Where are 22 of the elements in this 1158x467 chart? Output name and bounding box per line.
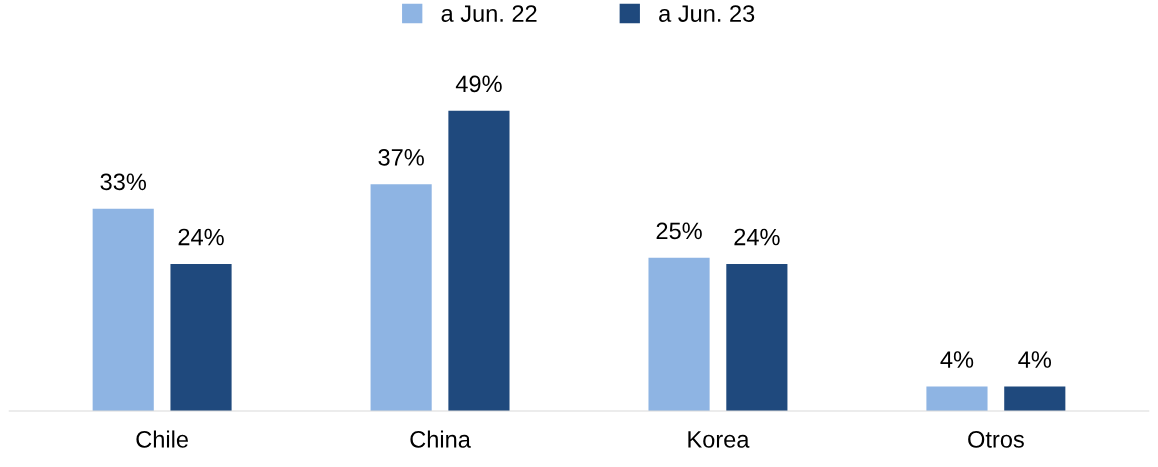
bar: [370, 184, 432, 411]
bar: [448, 110, 510, 411]
bar: [926, 386, 988, 411]
data-label: 24%: [178, 228, 224, 246]
bar: [726, 263, 788, 411]
x-tick-label: China: [410, 430, 471, 448]
x-tick-label: Chile: [136, 430, 188, 448]
bar: [92, 208, 154, 411]
data-label: 37%: [378, 148, 424, 166]
bar: [1004, 386, 1066, 411]
x-tick-label: Otros: [968, 431, 1024, 448]
bar: [170, 263, 232, 411]
data-label: 25%: [656, 222, 702, 240]
data-label: 24%: [734, 228, 780, 246]
x-tick-label: Korea: [688, 431, 750, 448]
bar: [648, 257, 710, 411]
legend-label: a Jun. 23: [659, 5, 755, 22]
data-label: 33%: [100, 173, 146, 191]
legend-label: a Jun. 22: [441, 5, 537, 22]
data-label: 49%: [455, 75, 502, 93]
data-label: 4%: [1018, 351, 1052, 368]
data-label: 4%: [940, 351, 974, 368]
